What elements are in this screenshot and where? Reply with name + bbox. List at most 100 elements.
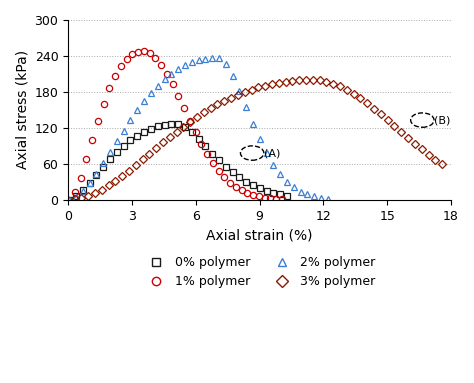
3% polymer — [160, 140, 166, 145]
2% polymer — [168, 72, 174, 76]
2% polymer — [121, 128, 127, 133]
2% polymer — [93, 172, 99, 176]
2% polymer — [114, 139, 120, 144]
0% polymer — [155, 124, 161, 129]
0% polymer — [182, 124, 188, 129]
2% polymer — [135, 108, 140, 113]
0% polymer — [87, 180, 92, 185]
1% polymer — [216, 168, 221, 173]
2% polymer — [148, 91, 154, 95]
1% polymer — [89, 137, 95, 142]
3% polymer — [310, 78, 316, 82]
0% polymer — [243, 179, 249, 184]
1% polymer — [141, 49, 147, 54]
2% polymer — [250, 121, 256, 126]
2% polymer — [271, 162, 276, 167]
1% polymer — [239, 188, 245, 193]
0% polymer — [114, 150, 120, 154]
2% polymer — [182, 63, 188, 67]
0% polymer — [168, 122, 174, 126]
3% polymer — [432, 157, 438, 162]
0% polymer — [202, 144, 208, 149]
3% polymer — [405, 136, 411, 140]
0% polymer — [100, 165, 106, 169]
0% polymer — [93, 173, 99, 177]
2% polymer — [162, 77, 167, 82]
1% polymer — [72, 190, 78, 195]
2% polymer — [237, 88, 242, 93]
1% polymer — [250, 193, 256, 197]
0% polymer — [210, 151, 215, 156]
0% polymer — [121, 144, 127, 148]
0% polymer — [250, 183, 256, 188]
2% polymer — [216, 56, 222, 61]
2% polymer — [264, 151, 270, 155]
1% polymer — [175, 94, 181, 98]
Line: 3% polymer: 3% polymer — [72, 77, 445, 203]
Legend: 0% polymer, 1% polymer, 2% polymer, 3% polymer: 0% polymer, 1% polymer, 2% polymer, 3% p… — [139, 251, 381, 293]
1% polymer — [147, 51, 153, 56]
1% polymer — [83, 157, 89, 162]
2% polymer — [155, 83, 161, 88]
2% polymer — [210, 56, 215, 60]
1% polymer — [245, 191, 250, 195]
2% polymer — [243, 105, 249, 110]
2% polymer — [284, 180, 290, 184]
0% polymer — [73, 194, 79, 199]
0% polymer — [196, 137, 201, 141]
0% polymer — [271, 190, 276, 195]
0% polymer — [148, 126, 154, 131]
1% polymer — [221, 175, 227, 180]
2% polymer — [230, 74, 236, 78]
1% polymer — [181, 106, 187, 111]
0% polymer — [284, 193, 290, 198]
X-axis label: Axial strain (%): Axial strain (%) — [206, 228, 313, 242]
0% polymer — [223, 164, 228, 169]
2% polymer — [291, 185, 297, 190]
Text: (B): (B) — [434, 115, 450, 125]
0% polymer — [216, 158, 222, 163]
2% polymer — [87, 181, 92, 186]
2% polymer — [325, 196, 331, 201]
1% polymer — [256, 194, 262, 199]
2% polymer — [298, 189, 303, 194]
2% polymer — [196, 58, 201, 62]
0% polymer — [135, 133, 140, 138]
2% polymer — [311, 194, 317, 199]
2% polymer — [128, 118, 133, 123]
2% polymer — [257, 137, 263, 141]
2% polymer — [277, 172, 283, 177]
Line: 1% polymer: 1% polymer — [66, 48, 285, 203]
1% polymer — [107, 86, 112, 91]
0% polymer — [66, 197, 72, 202]
1% polymer — [170, 82, 175, 87]
1% polymer — [95, 119, 101, 123]
1% polymer — [129, 52, 135, 57]
2% polymer — [175, 67, 181, 71]
1% polymer — [279, 197, 284, 201]
0% polymer — [189, 130, 195, 135]
0% polymer — [277, 192, 283, 196]
0% polymer — [257, 186, 263, 190]
1% polymer — [118, 64, 124, 69]
1% polymer — [112, 74, 118, 78]
2% polymer — [305, 192, 310, 197]
2% polymer — [107, 150, 113, 155]
0% polymer — [80, 188, 86, 193]
3% polymer — [439, 162, 445, 167]
2% polymer — [318, 195, 324, 200]
0% polymer — [162, 123, 167, 127]
1% polymer — [262, 195, 267, 200]
2% polymer — [100, 161, 106, 166]
Y-axis label: Axial stress (kPa): Axial stress (kPa) — [15, 50, 29, 169]
1% polymer — [193, 130, 199, 135]
2% polymer — [223, 62, 228, 67]
2% polymer — [73, 195, 79, 200]
3% polymer — [140, 157, 146, 162]
0% polymer — [230, 170, 236, 175]
1% polymer — [187, 118, 192, 123]
1% polymer — [227, 180, 233, 185]
1% polymer — [204, 151, 210, 156]
1% polymer — [210, 160, 216, 165]
Line: 2% polymer: 2% polymer — [66, 54, 331, 203]
